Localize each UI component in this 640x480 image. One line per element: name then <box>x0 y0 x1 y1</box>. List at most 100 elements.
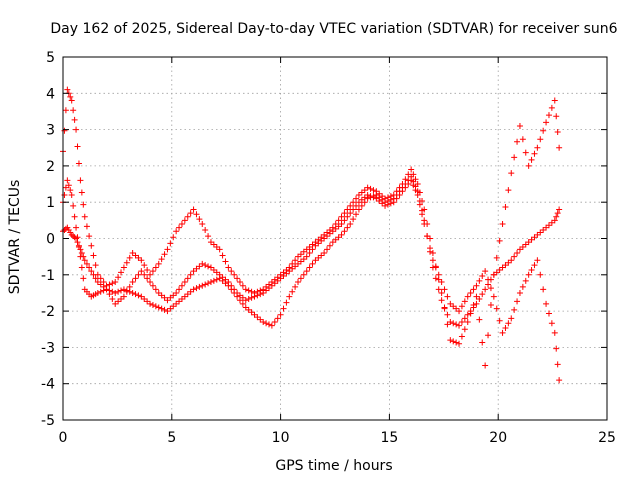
data-point-track-3-136 <box>424 233 431 240</box>
data-point-track-3-167 <box>514 298 521 305</box>
data-point-track-2-68 <box>231 271 238 278</box>
data-point-track-3-14 <box>80 275 87 282</box>
data-point-track-2-15 <box>81 213 88 220</box>
data-point-track-2-143 <box>444 321 451 328</box>
y-tick-label-5: 0 <box>46 232 55 248</box>
data-point-track-2-13 <box>78 189 85 196</box>
data-point-track-3-41 <box>152 286 159 293</box>
data-point-track-2-154 <box>476 316 483 323</box>
data-point-track-1-100 <box>324 246 331 253</box>
data-point-track-2-43 <box>158 256 165 263</box>
data-point-track-1-62 <box>213 276 220 283</box>
data-point-track-3-173 <box>531 262 538 269</box>
data-point-track-3-122 <box>387 200 394 207</box>
data-point-track-3-13 <box>78 264 85 271</box>
data-point-track-3-52 <box>184 275 191 282</box>
data-point-track-2-57 <box>199 220 206 227</box>
data-point-track-3-152 <box>470 286 477 293</box>
data-point-track-3-120 <box>382 202 389 209</box>
data-point-track-3-66 <box>225 279 232 286</box>
data-point-track-3-125 <box>396 191 403 198</box>
data-point-track-2-7 <box>70 107 77 114</box>
data-point-track-1-59 <box>205 280 212 287</box>
data-point-track-1-17 <box>86 264 93 271</box>
data-point-track-3-126 <box>399 188 406 195</box>
data-point-track-1-95 <box>309 260 316 267</box>
data-point-track-1-99 <box>321 250 328 257</box>
data-point-track-3-33 <box>129 279 136 286</box>
data-point-track-3-157 <box>485 276 492 283</box>
data-point-track-1-88 <box>289 288 296 295</box>
data-point-track-3-39 <box>147 279 154 286</box>
data-point-track-1-61 <box>210 277 217 284</box>
data-point-track-1-165 <box>508 257 515 264</box>
data-point-track-3-106 <box>341 217 348 224</box>
data-point-track-1-79 <box>263 320 270 327</box>
data-point-track-1-81 <box>268 322 275 329</box>
data-point-track-3-182 <box>554 361 561 368</box>
data-point-track-3-130 <box>410 182 417 189</box>
data-point-track-2-3 <box>64 86 71 93</box>
data-point-track-3-161 <box>496 317 503 324</box>
data-point-track-3-177 <box>543 300 550 307</box>
data-point-track-1-101 <box>326 242 333 249</box>
data-point-track-2-49 <box>176 224 183 231</box>
data-point-track-3-162 <box>499 329 506 336</box>
data-point-track-3-8 <box>71 213 78 220</box>
data-point-track-2-125 <box>396 184 403 191</box>
data-point-track-3-93 <box>303 253 310 260</box>
data-point-track-1-91 <box>297 275 304 282</box>
data-point-track-1-15 <box>81 257 88 264</box>
y-tick-label-3: -2 <box>41 304 55 320</box>
data-point-track-2-70 <box>236 279 243 286</box>
data-point-track-2-158 <box>487 302 494 309</box>
data-point-track-2-171 <box>525 162 532 169</box>
data-point-track-2-50 <box>178 220 185 227</box>
data-point-track-3-138 <box>429 257 436 264</box>
data-point-track-2-178 <box>545 112 552 119</box>
data-point-track-2-38 <box>144 266 151 273</box>
data-point-track-3-133 <box>416 201 423 208</box>
data-point-track-3-129 <box>408 177 415 184</box>
data-point-track-1-60 <box>207 279 214 286</box>
data-point-track-2-120 <box>382 195 389 202</box>
data-point-track-3-151 <box>467 289 474 296</box>
axes <box>62 56 608 421</box>
data-point-track-1-109 <box>350 216 357 223</box>
data-point-track-1-71 <box>239 300 246 307</box>
data-point-track-3-174 <box>534 257 541 264</box>
data-point-track-3-176 <box>540 286 547 293</box>
data-point-track-2-40 <box>149 268 156 275</box>
data-point-track-3-23 <box>100 287 107 294</box>
data-point-track-2-126 <box>399 181 406 188</box>
data-point-track-2-41 <box>152 264 159 271</box>
data-point-track-3-156 <box>482 268 489 275</box>
data-point-track-2-162 <box>499 220 506 227</box>
data-point-track-3-48 <box>173 289 180 296</box>
data-point-track-1-42 <box>155 304 162 311</box>
data-point-track-2-31 <box>123 259 130 266</box>
data-point-track-3-163 <box>502 325 509 332</box>
data-point-track-1-153 <box>473 300 480 307</box>
data-point-track-2-165 <box>508 170 515 177</box>
data-point-track-2-29 <box>118 269 125 276</box>
data-point-track-1-107 <box>344 224 351 231</box>
data-point-track-2-89 <box>292 257 299 264</box>
data-point-track-1-13 <box>78 250 85 257</box>
grid-lines <box>63 57 607 420</box>
data-point-track-2-22 <box>97 275 104 282</box>
data-point-track-2-129 <box>408 166 415 173</box>
data-point-track-2-180 <box>551 97 558 104</box>
data-point-track-1-146 <box>453 321 460 328</box>
data-point-track-2-159 <box>490 271 497 278</box>
data-point-track-2-128 <box>405 171 412 178</box>
data-point-track-2-127 <box>402 176 409 183</box>
data-point-track-1-139 <box>432 275 439 282</box>
data-point-track-2-10 <box>74 143 81 150</box>
data-point-track-3-10 <box>74 234 81 241</box>
data-point-track-3-131 <box>412 187 419 194</box>
data-point-track-1-145 <box>450 320 457 327</box>
data-point-track-3-35 <box>135 271 142 278</box>
data-point-track-3-121 <box>384 201 391 208</box>
data-point-track-2-42 <box>155 260 162 267</box>
